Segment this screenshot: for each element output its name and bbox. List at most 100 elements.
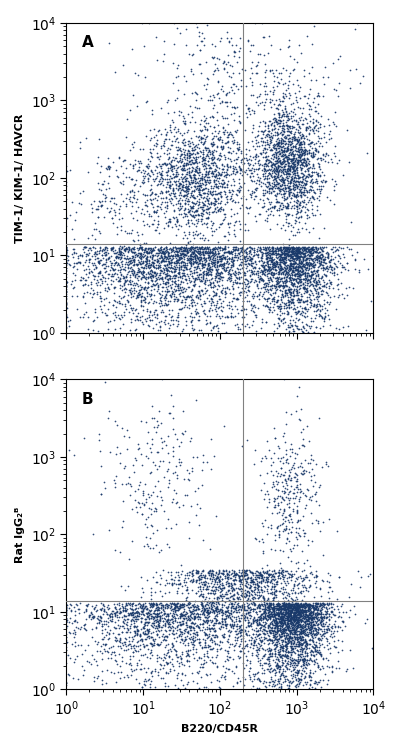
Point <box>168 287 175 299</box>
Point <box>188 176 195 188</box>
Point <box>271 304 277 316</box>
Point <box>116 275 123 287</box>
Point <box>178 207 184 219</box>
Point <box>184 147 190 159</box>
Point <box>304 608 310 620</box>
Point <box>263 264 269 276</box>
Point <box>184 584 190 596</box>
Point <box>173 142 180 154</box>
Point <box>211 205 217 217</box>
Point <box>261 49 267 61</box>
Point <box>265 286 271 298</box>
Point <box>159 246 165 258</box>
Point <box>310 160 316 172</box>
Point <box>266 569 273 581</box>
Point <box>314 608 320 620</box>
Point <box>174 22 180 34</box>
Point <box>316 607 322 619</box>
Point <box>279 191 286 203</box>
Point <box>175 279 181 291</box>
Point <box>283 536 290 548</box>
Point <box>135 634 141 646</box>
Point <box>101 246 108 258</box>
Point <box>266 139 272 151</box>
Point <box>175 180 182 192</box>
Point <box>69 617 75 629</box>
Point <box>257 88 263 100</box>
Point <box>299 186 305 198</box>
Point <box>154 669 161 681</box>
Point <box>277 183 284 195</box>
Point <box>175 667 181 679</box>
Point <box>250 614 257 626</box>
Point <box>317 208 323 220</box>
Point <box>160 262 166 274</box>
Point <box>312 241 318 253</box>
Point <box>219 134 225 146</box>
Point <box>294 243 300 255</box>
Point <box>151 639 157 651</box>
Point <box>85 279 91 291</box>
Point <box>160 604 167 616</box>
Point <box>169 262 175 274</box>
Point <box>263 565 270 577</box>
Point <box>308 621 314 633</box>
Point <box>264 300 270 312</box>
Point <box>289 245 296 257</box>
Point <box>182 157 189 169</box>
Point <box>296 628 302 640</box>
Point <box>286 148 292 160</box>
Point <box>289 605 296 617</box>
Point <box>306 254 312 266</box>
Point <box>260 31 266 43</box>
Point <box>272 136 279 148</box>
Point <box>84 232 91 244</box>
Point <box>284 601 290 613</box>
Point <box>286 160 292 172</box>
Point <box>209 246 215 258</box>
Point <box>295 261 302 273</box>
Point <box>267 676 273 688</box>
Point <box>134 625 140 637</box>
Point <box>292 163 298 175</box>
Point <box>120 620 126 632</box>
Point <box>128 196 135 208</box>
Point <box>234 139 241 151</box>
Point <box>182 612 189 624</box>
Point <box>186 257 193 269</box>
Point <box>309 244 316 256</box>
Point <box>266 568 272 580</box>
Point <box>256 272 263 284</box>
Point <box>145 630 151 642</box>
Point <box>253 606 259 618</box>
Point <box>244 278 250 290</box>
Point <box>137 238 144 250</box>
Point <box>271 578 277 590</box>
Point <box>235 242 241 254</box>
Point <box>139 316 146 328</box>
Point <box>292 626 298 638</box>
Point <box>275 254 282 266</box>
Point <box>265 154 271 166</box>
Point <box>295 139 302 151</box>
Point <box>235 115 242 127</box>
Point <box>337 258 344 270</box>
Point <box>129 186 135 198</box>
Point <box>243 309 249 321</box>
Point <box>318 616 324 628</box>
Point <box>290 128 297 140</box>
Point <box>197 598 204 610</box>
Point <box>170 244 176 256</box>
Point <box>119 212 125 224</box>
Point <box>292 609 298 621</box>
Point <box>296 247 302 259</box>
Point <box>148 270 154 282</box>
Point <box>271 587 277 599</box>
Point <box>283 110 289 122</box>
Point <box>135 258 141 270</box>
Point <box>264 600 271 612</box>
Point <box>163 276 169 288</box>
Point <box>188 312 195 324</box>
Point <box>267 280 273 292</box>
Point <box>198 604 205 616</box>
